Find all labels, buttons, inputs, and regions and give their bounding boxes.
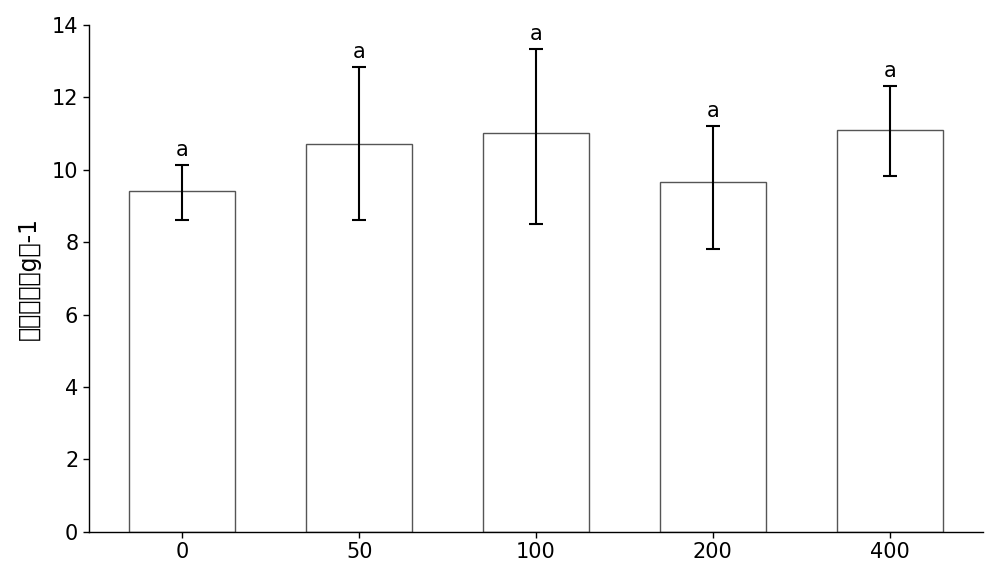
- Text: a: a: [883, 61, 896, 81]
- Y-axis label: 地上部干重g株-1: 地上部干重g株-1: [17, 217, 41, 340]
- Text: a: a: [706, 101, 719, 120]
- Bar: [660, 182, 766, 532]
- Bar: [837, 130, 943, 532]
- Bar: [129, 191, 235, 532]
- Text: a: a: [353, 42, 366, 62]
- Bar: [306, 144, 412, 532]
- Text: a: a: [176, 140, 189, 160]
- Text: a: a: [530, 24, 542, 44]
- Bar: [483, 133, 589, 532]
